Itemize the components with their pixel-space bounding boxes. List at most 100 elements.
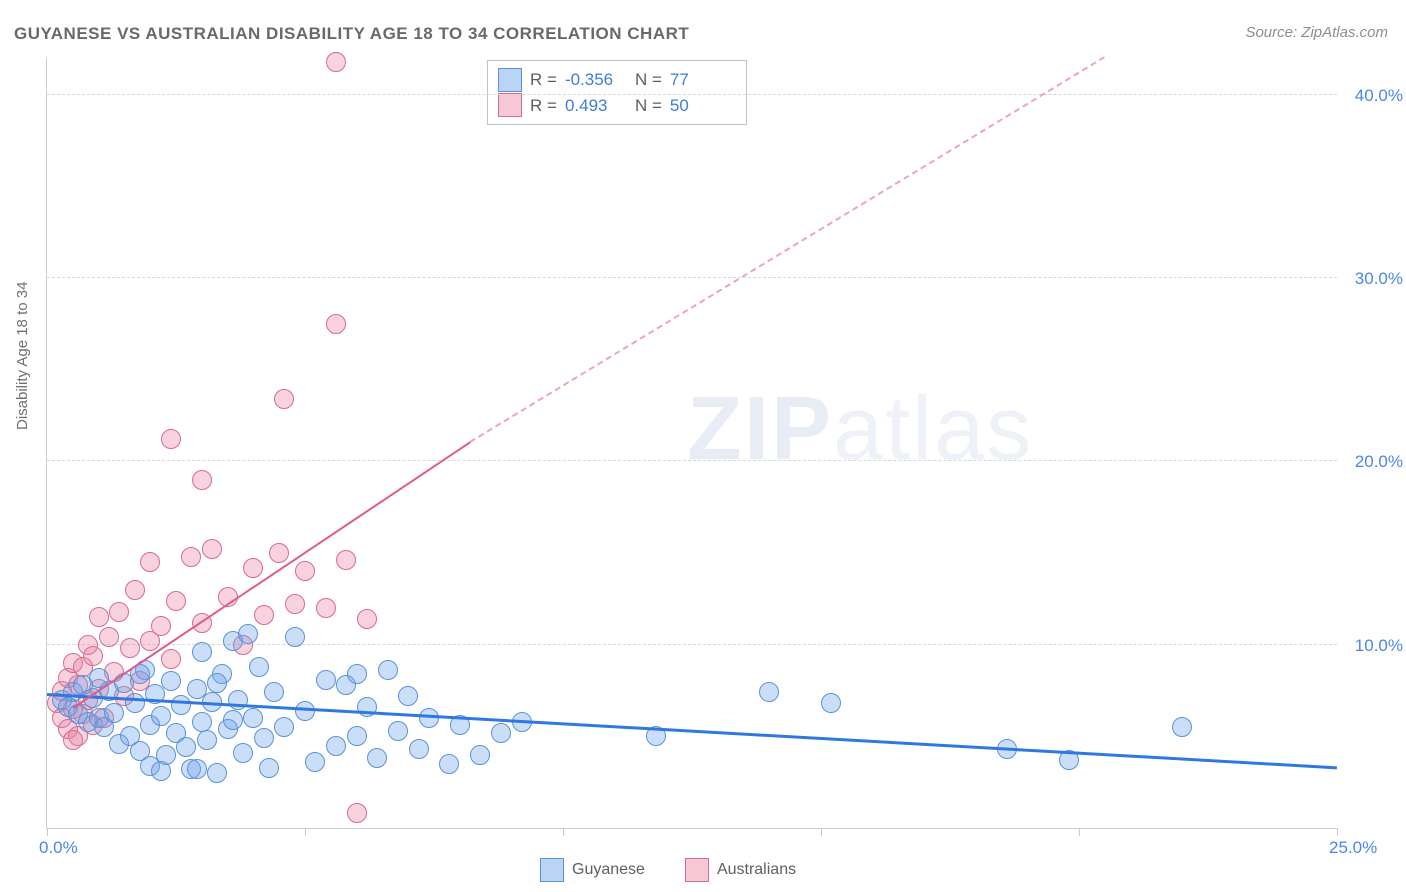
data-point — [63, 730, 83, 750]
stats-row-pink: R = 0.493 N = 50 — [498, 93, 732, 119]
grid-line — [47, 460, 1337, 461]
data-point — [254, 728, 274, 748]
data-point — [171, 695, 191, 715]
y-tick-label: 40.0% — [1355, 86, 1403, 106]
data-point — [166, 591, 186, 611]
data-point — [388, 721, 408, 741]
x-tick — [821, 828, 822, 836]
data-point — [269, 543, 289, 563]
data-point — [99, 627, 119, 647]
data-point — [285, 594, 305, 614]
source-label: Source: ZipAtlas.com — [1245, 24, 1388, 41]
data-point — [821, 693, 841, 713]
stat-r-blue: -0.356 — [565, 67, 627, 93]
swatch-blue-icon — [498, 68, 522, 92]
data-point — [336, 550, 356, 570]
data-point — [192, 712, 212, 732]
data-point — [264, 682, 284, 702]
x-tick — [1079, 828, 1080, 836]
data-point — [357, 609, 377, 629]
data-point — [176, 737, 196, 757]
y-tick-label: 30.0% — [1355, 269, 1403, 289]
data-point — [243, 708, 263, 728]
x-tick-label: 0.0% — [39, 838, 78, 858]
chart-container: GUYANESE VS AUSTRALIAN DISABILITY AGE 18… — [0, 0, 1406, 892]
data-point — [238, 624, 258, 644]
swatch-blue-icon — [540, 858, 564, 882]
legend-item-blue: Guyanese — [540, 858, 645, 882]
data-point — [181, 547, 201, 567]
data-point — [259, 758, 279, 778]
stat-n-pink: 50 — [670, 93, 732, 119]
legend-blue-label: Guyanese — [572, 861, 645, 879]
stats-row-blue: R = -0.356 N = 77 — [498, 67, 732, 93]
data-point — [197, 730, 217, 750]
data-point — [192, 642, 212, 662]
stat-r-label: R = — [530, 93, 557, 119]
data-point — [347, 726, 367, 746]
data-point — [285, 627, 305, 647]
data-point — [367, 748, 387, 768]
data-point — [347, 803, 367, 823]
data-point — [125, 580, 145, 600]
watermark: ZIPatlas — [687, 378, 1033, 481]
data-point — [140, 552, 160, 572]
data-point — [305, 752, 325, 772]
data-point — [161, 429, 181, 449]
y-tick-label: 10.0% — [1355, 636, 1403, 656]
data-point — [249, 657, 269, 677]
swatch-pink-icon — [498, 93, 522, 117]
chart-title: GUYANESE VS AUSTRALIAN DISABILITY AGE 18… — [14, 24, 689, 44]
data-point — [120, 638, 140, 658]
grid-line — [47, 277, 1337, 278]
data-point — [316, 670, 336, 690]
data-point — [378, 660, 398, 680]
x-tick-label: 25.0% — [1329, 838, 1377, 858]
x-tick — [563, 828, 564, 836]
stat-n-label: N = — [635, 67, 662, 93]
data-point — [326, 52, 346, 72]
data-point — [151, 616, 171, 636]
data-point — [104, 703, 124, 723]
data-point — [274, 389, 294, 409]
stat-r-label: R = — [530, 67, 557, 93]
watermark-atlas: atlas — [833, 379, 1033, 479]
data-point — [254, 605, 274, 625]
stats-box: R = -0.356 N = 77 R = 0.493 N = 50 — [487, 60, 747, 125]
data-point — [202, 539, 222, 559]
data-point — [326, 314, 346, 334]
legend-item-pink: Australians — [685, 858, 796, 882]
grid-line — [47, 94, 1337, 95]
data-point — [470, 745, 490, 765]
data-point — [192, 470, 212, 490]
x-tick — [305, 828, 306, 836]
data-point — [89, 607, 109, 627]
plot-area: ZIPatlas R = -0.356 N = 77 R = 0.493 N =… — [46, 58, 1337, 829]
data-point — [187, 759, 207, 779]
data-point — [151, 761, 171, 781]
watermark-zip: ZIP — [687, 379, 833, 479]
y-tick-label: 20.0% — [1355, 452, 1403, 472]
data-point — [161, 649, 181, 669]
data-point — [207, 763, 227, 783]
data-point — [398, 686, 418, 706]
x-tick — [47, 828, 48, 836]
stat-r-pink: 0.493 — [565, 93, 627, 119]
legend-bottom: Guyanese Australians — [540, 858, 796, 882]
y-axis-label: Disability Age 18 to 34 — [14, 282, 31, 430]
data-point — [151, 706, 171, 726]
data-point — [243, 558, 263, 578]
data-point — [223, 710, 243, 730]
trend-line — [72, 441, 470, 708]
data-point — [109, 602, 129, 622]
data-point — [439, 754, 459, 774]
data-point — [295, 561, 315, 581]
data-point — [233, 743, 253, 763]
data-point — [409, 739, 429, 759]
data-point — [125, 693, 145, 713]
x-tick — [1337, 828, 1338, 836]
stat-n-label: N = — [635, 93, 662, 119]
data-point — [161, 671, 181, 691]
stat-n-blue: 77 — [670, 67, 732, 93]
swatch-pink-icon — [685, 858, 709, 882]
